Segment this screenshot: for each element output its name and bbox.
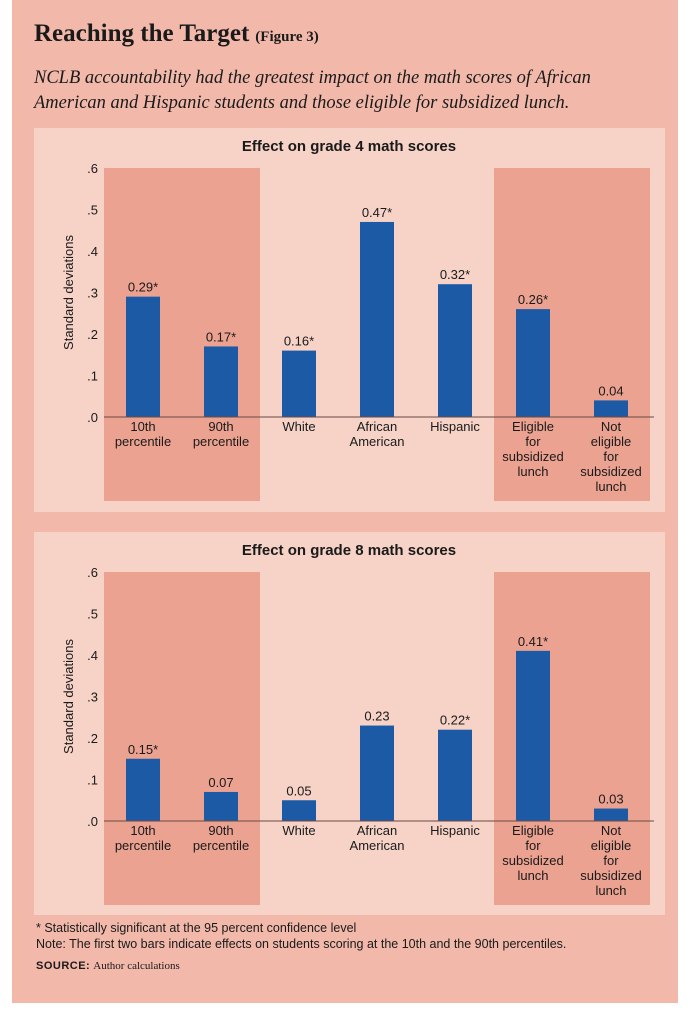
chart0-ytick-2: .2: [87, 327, 98, 342]
footnote: * Statistically significant at the 95 pe…: [36, 921, 357, 935]
chart1-ytick-0: .0: [87, 814, 98, 829]
source-label: SOURCE:: [36, 960, 91, 972]
chart-panel-grade4: Effect on grade 4 math scores Standard de…: [34, 128, 665, 512]
chart0-title: Effect on grade 4 math scores: [242, 138, 456, 155]
figure-title-text: Reaching the Target: [34, 20, 250, 47]
chart1-ytick-5: .5: [87, 607, 98, 622]
figure-title: Reaching the Target (Figure 3): [34, 20, 319, 48]
chart0-ytick-1: .1: [87, 369, 98, 384]
chart1-bar-3: [360, 725, 394, 821]
chart1-value-label-3: 0.23: [364, 709, 389, 724]
chart0-category-label-6: Not eligible for subsidized lunch: [580, 419, 641, 494]
chart0-ytick-0: .0: [87, 410, 98, 425]
chart0-ytick-3: .3: [87, 286, 98, 301]
chart0-value-label-1: 0.17*: [206, 329, 236, 344]
figure-label: (Figure 3): [255, 29, 319, 45]
chart0-ytick-6: .6: [87, 161, 98, 176]
chart1-value-label-5: 0.41*: [518, 634, 548, 649]
chart-panel-grade8: Effect on grade 8 math scores Standard de…: [34, 532, 665, 915]
chart0-category-label-3: African American: [350, 419, 405, 449]
source-text: Author calculations: [93, 960, 180, 972]
chart1-category-label-6: Not eligible for subsidized lunch: [580, 823, 641, 898]
notes: * Statistically significant at the 95 pe…: [36, 920, 566, 952]
chart0-value-label-4: 0.32*: [440, 267, 470, 282]
chart1-category-label-3: African American: [350, 823, 405, 853]
source: SOURCE: Author calculations: [36, 960, 180, 972]
chart-grade8: Effect on grade 8 math scores Standard de…: [61, 542, 654, 905]
chart1-ytick-1: .1: [87, 773, 98, 788]
chart0-category-label-5: Eligible for subsidized lunch: [502, 419, 563, 479]
chart1-ytick-6: .6: [87, 565, 98, 580]
chart1-highlight-band-0: [104, 572, 260, 905]
chart1-bar-1: [204, 791, 238, 821]
chart1-value-label-0: 0.15*: [128, 742, 158, 757]
chart1-ytick-3: .3: [87, 690, 98, 705]
chart1-bar-5: [516, 650, 550, 821]
chart0-ytick-5: .5: [87, 203, 98, 218]
chart0-ylabel: Standard deviations: [61, 235, 76, 350]
chart0-bar-4: [438, 284, 472, 417]
note: Note: The first two bars indicate effect…: [36, 937, 567, 951]
figure: Reaching the Target (Figure 3) NCLB accou…: [12, 0, 678, 1003]
chart1-value-label-2: 0.05: [286, 783, 311, 798]
chart1-bar-0: [126, 758, 160, 821]
chart-grade4: Effect on grade 4 math scores Standard de…: [61, 138, 654, 501]
chart0-bar-2: [282, 350, 316, 417]
chart1-ylabel: Standard deviations: [61, 639, 76, 754]
chart0-value-label-3: 0.47*: [362, 205, 392, 220]
chart1-ytick-2: .2: [87, 731, 98, 746]
chart0-value-label-5: 0.26*: [518, 292, 548, 307]
chart1-category-label-2: White: [282, 823, 315, 838]
chart0-category-label-0: 10th percentile: [115, 419, 171, 449]
chart0-bar-3: [360, 221, 394, 417]
chart1-category-label-1: 90th percentile: [193, 823, 249, 853]
chart0-category-label-2: White: [282, 419, 315, 434]
chart0-ytick-4: .4: [87, 244, 98, 259]
chart1-bar-2: [282, 800, 316, 821]
chart0-bar-0: [126, 296, 160, 417]
chart1-ytick-4: .4: [87, 648, 98, 663]
chart1-bar-4: [438, 729, 472, 821]
chart1-bar-6: [594, 808, 628, 821]
chart0-bar-1: [204, 346, 238, 417]
chart1-category-label-0: 10th percentile: [115, 823, 171, 853]
chart0-category-label-1: 90th percentile: [193, 419, 249, 449]
chart1-value-label-1: 0.07: [208, 775, 233, 790]
chart0-bar-6: [594, 400, 628, 417]
chart0-value-label-6: 0.04: [598, 383, 623, 398]
chart1-category-label-4: Hispanic: [430, 823, 480, 838]
chart0-bar-5: [516, 309, 550, 417]
chart0-value-label-0: 0.29*: [128, 280, 158, 295]
figure-subtitle: NCLB accountability had the greatest imp…: [34, 68, 591, 113]
chart1-title: Effect on grade 8 math scores: [242, 542, 456, 559]
chart1-value-label-4: 0.22*: [440, 713, 470, 728]
chart0-category-label-4: Hispanic: [430, 419, 480, 434]
chart0-value-label-2: 0.16*: [284, 334, 314, 349]
chart1-value-label-6: 0.03: [598, 792, 623, 807]
chart1-category-label-5: Eligible for subsidized lunch: [502, 823, 563, 883]
